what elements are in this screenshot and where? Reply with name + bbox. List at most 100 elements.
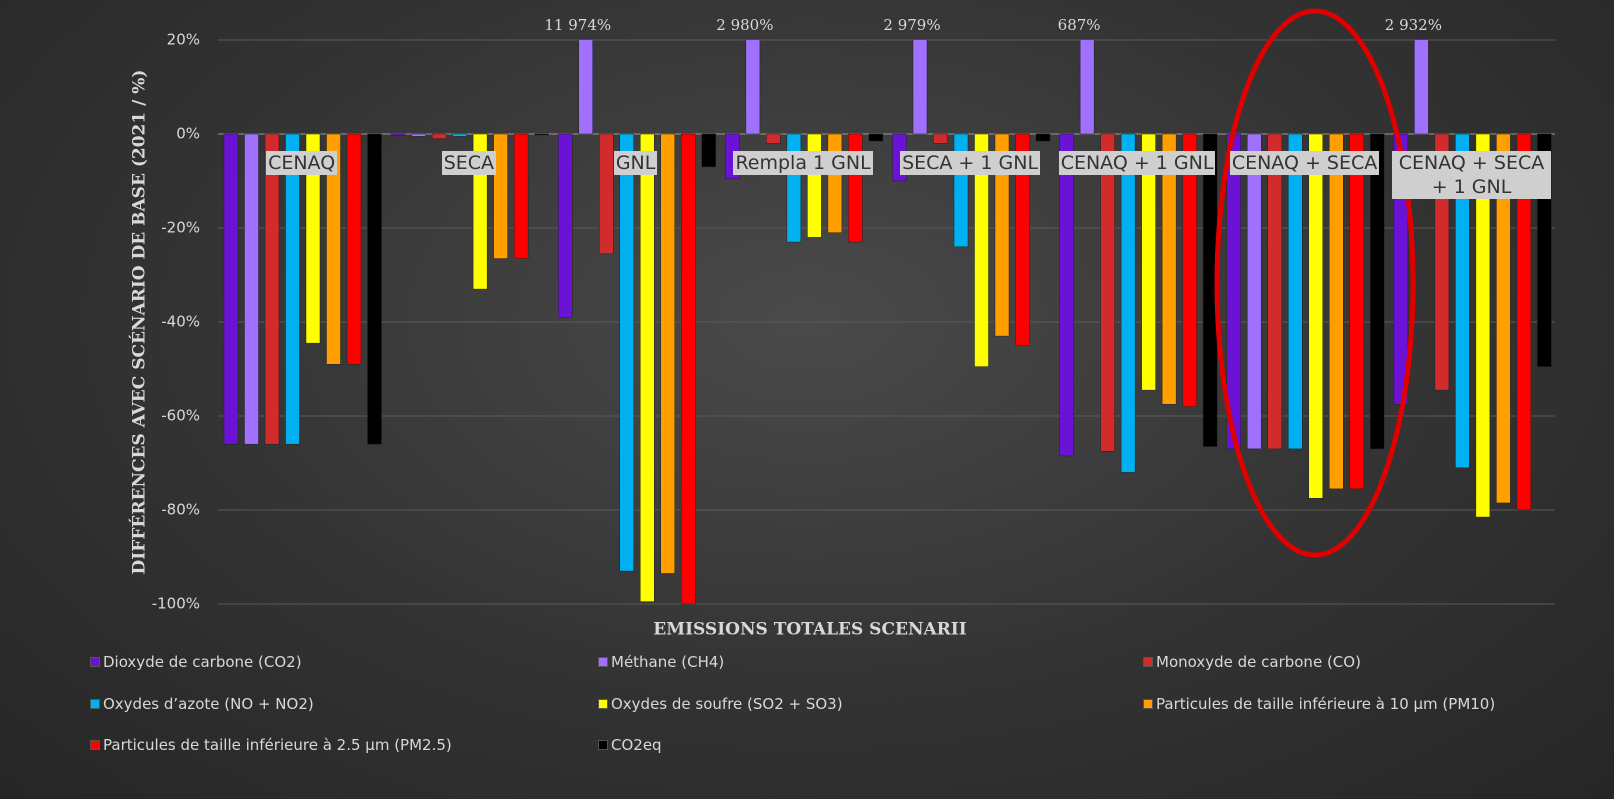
bar [1455,133,1470,468]
bar [1475,133,1491,518]
legend-swatch [598,657,608,667]
bar [1015,133,1030,346]
y-tick-label: -20% [161,219,200,237]
legend-label: Particules de taille inférieure à 2.5 µm… [103,736,452,754]
legend-label: Dioxyde de carbone (CO2) [103,653,302,671]
legend-swatch [598,699,608,709]
bar [1496,133,1511,504]
category-label: CENAQ [266,151,338,175]
bar [974,133,989,367]
category-label: CENAQ + SECA [1229,151,1380,175]
legend-item: Particules de taille inférieure à 10 µm … [1143,695,1495,713]
legend-label: Particules de taille inférieure à 10 µm … [1156,695,1496,713]
bar [745,40,761,135]
data-label: 2 932% [1385,16,1442,34]
y-axis-title: DIFFÉRENCES AVEC SCÉNARIO DE BASE (2021 … [129,70,150,575]
bar [681,133,696,605]
data-label: 2 979% [883,16,940,34]
data-label: 687% [1058,16,1101,34]
legend-label: Monoxyde de carbone (CO) [1156,653,1361,671]
legend-item: Particules de taille inférieure à 2.5 µm… [90,736,452,754]
legend-item: Oxydes d’azote (NO + NO2) [90,695,314,713]
legend-swatch [90,699,100,709]
category-label: GNL [613,151,658,175]
legend-label: CO2eq [611,736,662,754]
bar [1370,133,1385,450]
category-label: SECA [441,151,497,175]
bar [1349,133,1364,490]
y-tick-label: 20% [167,31,200,49]
category-label: Rempla 1 GNL [733,151,873,175]
category-label: CENAQ + 1 GNL [1058,151,1216,175]
bar [264,133,280,445]
bar [534,133,549,136]
bar [1329,133,1344,490]
bar [326,133,341,365]
bar [452,133,467,137]
bar [1182,133,1197,407]
bar [827,133,843,233]
bar [1414,40,1429,135]
legend-swatch [1143,657,1153,667]
legend-item: Oxydes de soufre (SO2 + SO3) [598,695,843,713]
bar [367,133,382,445]
category-label: CENAQ + SECA + 1 GNL [1391,151,1552,199]
legend-swatch [598,740,608,750]
bar [1035,133,1051,142]
legend-swatch [90,740,100,750]
legend-item: Dioxyde de carbone (CO2) [90,653,302,671]
legend-swatch [1143,699,1153,709]
legend-item: CO2eq [598,736,662,754]
legend-label: Oxydes d’azote (NO + NO2) [103,695,314,713]
bar [994,133,1010,337]
legend-label: Oxydes de soufre (SO2 + SO3) [611,695,843,713]
bar [868,133,884,142]
bar [1247,133,1262,450]
category-label: SECA + 1 GNL [900,151,1041,175]
bar [807,133,822,238]
bar [1059,133,1074,457]
bar [701,133,716,168]
bar [1267,133,1282,450]
data-label: 2 980% [716,16,773,34]
bar [223,133,239,445]
x-axis-title: EMISSIONS TOTALES SCENARII [653,620,966,640]
y-tick-label: -60% [161,407,200,425]
bar [1120,133,1136,473]
bar [1079,40,1095,135]
bar [346,133,362,365]
bar [1516,133,1532,511]
legend-label: Méthane (CH4) [611,653,725,671]
bar [285,133,300,445]
bar [411,133,426,137]
bar [390,133,406,136]
legend-item: Monoxyde de carbone (CO) [1143,653,1361,671]
bar [244,133,259,445]
highlight-ellipse [1214,8,1416,558]
bar [933,133,948,144]
bar [493,133,508,259]
legend-item: Méthane (CH4) [598,653,724,671]
bar [660,133,675,574]
bar [513,133,529,259]
bar [431,133,447,139]
y-tick-label: -80% [161,501,200,519]
bar [766,133,781,144]
bar [912,40,928,135]
bar [1141,133,1156,391]
y-tick-label: -40% [161,313,200,331]
bar [619,133,634,572]
bar [640,133,655,602]
data-label: 11 974% [544,16,611,34]
y-tick-label: 0% [176,125,200,143]
legend-swatch [90,657,100,667]
bar [1161,133,1177,405]
bar [1100,133,1115,452]
bar [305,133,321,344]
bar [1308,133,1323,499]
bar [558,133,573,318]
bar [599,133,614,255]
bar [1288,133,1303,450]
